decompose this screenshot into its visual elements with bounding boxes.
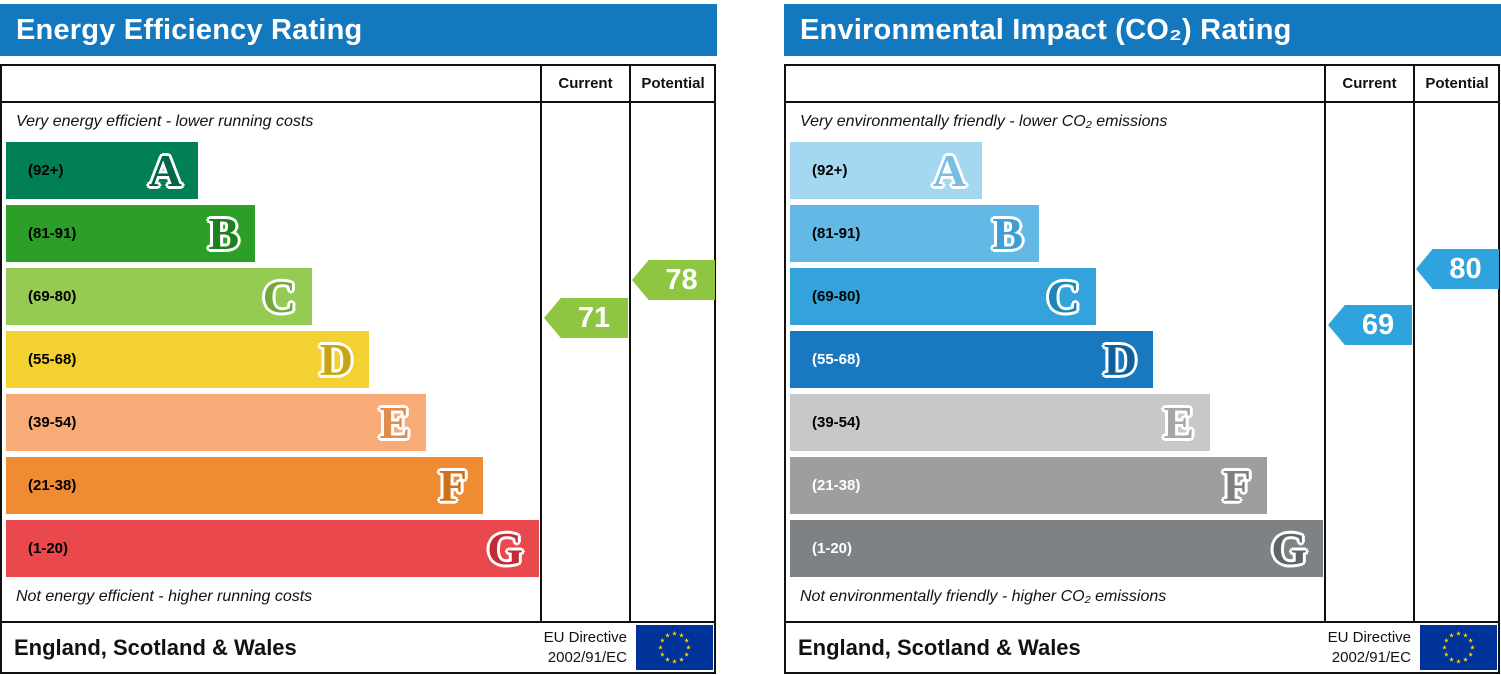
band-letter: E [379, 396, 410, 448]
column-divider [540, 66, 542, 621]
band-range-label: (39-54) [28, 414, 77, 431]
eu-flag-icon [1420, 625, 1497, 670]
band-e: (39-54) E [790, 394, 1210, 451]
column-divider [1324, 66, 1326, 621]
band-letter: F [1222, 459, 1251, 511]
band-letter: B [208, 207, 239, 259]
band-letter: F [438, 459, 467, 511]
eu-directive-line1: EU Directive [1327, 629, 1411, 646]
current-rating-arrow: 71 [544, 298, 628, 338]
chart-header-bar: Energy Efficiency Rating [0, 4, 717, 56]
band-range-label: (1-20) [812, 540, 853, 557]
eu-directive-line2: 2002/91/EC [547, 648, 627, 666]
band-b: (81-91) B [6, 205, 255, 262]
band-e: (39-54) E [6, 394, 426, 451]
band-letter: A [148, 144, 182, 196]
band-range-label: (55-68) [28, 351, 77, 368]
footer-row-divider [786, 621, 1498, 623]
band-g: (1-20) G [790, 520, 1323, 577]
band-letter: D [1103, 333, 1137, 385]
band-range-label: (21-38) [28, 477, 77, 494]
current-column-header: Current [1342, 75, 1397, 92]
band-letter: C [262, 270, 296, 322]
band-c: (69-80) C [790, 268, 1096, 325]
header-row-divider [2, 101, 714, 103]
potential-rating-arrow: 78 [632, 260, 715, 300]
eu-flag-icon [636, 625, 713, 670]
header-row-divider [786, 101, 1498, 103]
band-d: (55-68) D [790, 331, 1153, 388]
rating-table: Current Potential Very environmentally f… [784, 64, 1500, 674]
eu-directive-label: EU Directive 2002/91/EC [1328, 628, 1411, 667]
eu-directive-line2: 2002/91/EC [1331, 648, 1411, 666]
band-range-label: (92+) [28, 162, 64, 179]
band-range-label: (21-38) [812, 477, 861, 494]
table-footer: England, Scotland & Wales EU Directive 2… [2, 623, 714, 672]
chart-header-bar: Environmental Impact (CO₂) Rating [784, 4, 1501, 56]
bottom-note: Not energy efficient - higher running co… [16, 588, 313, 605]
band-range-label: (92+) [812, 162, 848, 179]
band-c: (69-80) C [6, 268, 312, 325]
top-note: Very energy efficient - lower running co… [16, 113, 314, 130]
band-g: (1-20) G [6, 520, 539, 577]
band-letter: G [1271, 522, 1307, 574]
region-label: England, Scotland & Wales [14, 634, 297, 660]
eu-directive-line1: EU Directive [543, 629, 627, 646]
eu-directive-label: EU Directive 2002/91/EC [544, 628, 627, 667]
chart-title: Environmental Impact (CO₂) Rating [800, 13, 1292, 46]
band-range-label: (69-80) [812, 288, 861, 305]
energy-efficiency-rating-chart: Energy Efficiency Rating Current Potenti… [0, 0, 717, 675]
band-range-label: (1-20) [28, 540, 69, 557]
chart-title: Energy Efficiency Rating [16, 13, 363, 46]
band-range-label: (39-54) [812, 414, 861, 431]
top-note: Very environmentally friendly - lower CO… [800, 113, 1168, 130]
band-letter: G [487, 522, 523, 574]
band-a: (92+) A [790, 142, 982, 199]
column-divider [629, 66, 631, 621]
band-range-label: (81-91) [28, 225, 77, 242]
region-label: England, Scotland & Wales [798, 634, 1081, 660]
band-f: (21-38) F [6, 457, 483, 514]
band-range-label: (69-80) [28, 288, 77, 305]
band-d: (55-68) D [6, 331, 369, 388]
band-range-label: (81-91) [812, 225, 861, 242]
band-range-label: (55-68) [812, 351, 861, 368]
band-b: (81-91) B [790, 205, 1039, 262]
band-letter: C [1046, 270, 1080, 322]
potential-column-header: Potential [641, 75, 705, 92]
table-footer: England, Scotland & Wales EU Directive 2… [786, 623, 1498, 672]
environmental-impact-rating-chart: Environmental Impact (CO₂) Rating Curren… [784, 0, 1501, 675]
potential-column-header: Potential [1425, 75, 1489, 92]
bottom-note: Not environmentally friendly - higher CO… [800, 588, 1167, 605]
column-divider [1413, 66, 1415, 621]
band-a: (92+) A [6, 142, 198, 199]
band-letter: D [319, 333, 353, 385]
band-f: (21-38) F [790, 457, 1267, 514]
current-rating-arrow: 69 [1328, 305, 1412, 345]
footer-row-divider [2, 621, 714, 623]
band-letter: B [992, 207, 1023, 259]
current-column-header: Current [558, 75, 613, 92]
potential-rating-arrow: 80 [1416, 249, 1499, 289]
band-letter: A [932, 144, 966, 196]
rating-table: Current Potential Very energy efficient … [0, 64, 716, 674]
band-letter: E [1163, 396, 1194, 448]
